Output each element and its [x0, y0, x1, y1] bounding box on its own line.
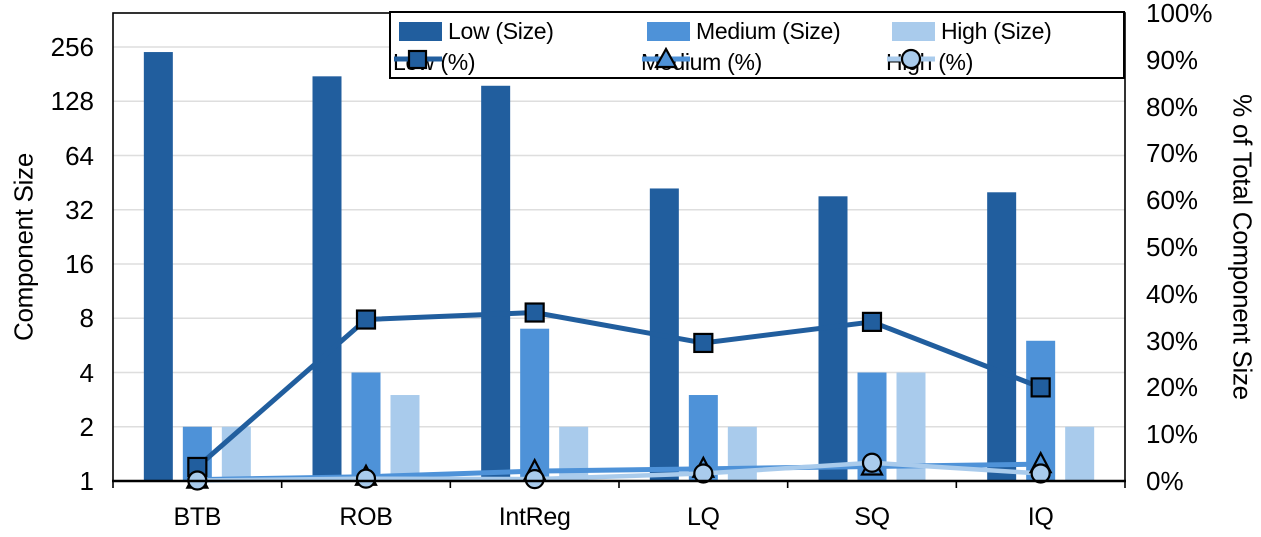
marker-square-low-pct-IQ — [1030, 377, 1051, 398]
right-tick-90: 90% — [1146, 44, 1199, 75]
left-tick-8: 8 — [79, 303, 94, 334]
right-tick-10: 10% — [1146, 419, 1199, 450]
line-high-pct — [197, 460, 1041, 483]
marker-square-low-pct-ROB — [355, 309, 377, 330]
line-low-pct — [195, 310, 1042, 469]
left-tick-32: 32 — [65, 194, 94, 225]
legend-item-low-pct: Low (%) — [393, 47, 476, 77]
marker-square-low-pct-SQ — [861, 311, 883, 332]
legend-label: Medium (Size) — [696, 17, 841, 44]
bar-low-size-BTB — [143, 52, 173, 482]
x-label-LQ: LQ — [686, 503, 720, 531]
x-label-IntReg: IntReg — [498, 503, 571, 531]
right-tick-20: 20% — [1146, 372, 1199, 403]
marker-circle-high-pct-ROB — [355, 468, 377, 489]
bar-medium-size-IntReg — [520, 328, 550, 481]
bar-low-size-ROB — [312, 76, 342, 481]
right-tick-40: 40% — [1146, 278, 1199, 309]
legend-label: Low (Size) — [448, 17, 554, 44]
right-tick-60: 60% — [1146, 185, 1199, 216]
marker-circle-high-pct-IQ — [1030, 463, 1051, 484]
right-axis-title: % of Total Component Size — [1227, 94, 1258, 400]
left-tick-1: 1 — [79, 466, 94, 496]
left-tick-4: 4 — [79, 357, 94, 388]
triangle-marker-line-icon — [642, 47, 690, 69]
left-tick-2: 2 — [79, 411, 94, 442]
right-tick-70: 70% — [1146, 138, 1199, 169]
left-tick-16: 16 — [65, 249, 94, 279]
right-tick-30: 30% — [1146, 325, 1199, 356]
circle-marker-line-icon — [887, 48, 935, 70]
marker-square-low-pct-LQ — [693, 332, 714, 354]
legend-item-high-pct: High (%) — [886, 47, 973, 77]
marker-circle-high-pct-SQ — [861, 452, 883, 473]
x-label-IQ: IQ — [1027, 503, 1054, 531]
x-label-ROB: ROB — [339, 503, 393, 531]
legend-item-low-size: Low (Size) — [399, 16, 554, 46]
medium-size-swatch-icon — [647, 21, 690, 41]
square-marker-line-icon — [394, 49, 442, 70]
marker-square-low-pct-IntReg — [524, 302, 545, 323]
legend-label: High (Size) — [941, 17, 1052, 44]
legend: Low (Size) Medium (Size) High (Size) Low… — [389, 11, 1125, 79]
left-tick-128: 128 — [50, 86, 94, 117]
right-tick-80: 80% — [1146, 91, 1199, 122]
right-tick-100: 100% — [1146, 0, 1213, 28]
bar-low-size-IntReg — [481, 85, 511, 481]
legend-item-high-size: High (Size) — [892, 16, 1052, 46]
marker-circle-high-pct-LQ — [693, 463, 714, 484]
x-label-SQ: SQ — [854, 503, 890, 531]
left-tick-64: 64 — [65, 140, 94, 171]
high-size-swatch-icon — [892, 21, 935, 41]
right-tick-50: 50% — [1146, 232, 1199, 262]
bar-low-size-IQ — [987, 192, 1017, 481]
bar-medium-size-ROB — [351, 372, 381, 481]
low-size-swatch-icon — [399, 21, 442, 41]
bar-high-size-ROB — [390, 395, 420, 481]
legend-item-medium-size: Medium (Size) — [647, 16, 841, 46]
x-label-BTB: BTB — [173, 503, 222, 531]
left-tick-256: 256 — [50, 32, 94, 62]
bar-high-size-IQ — [1065, 426, 1095, 481]
legend-item-medium-pct: Medium (%) — [641, 47, 762, 77]
bar-low-size-SQ — [818, 196, 848, 481]
right-tick-0: 0% — [1146, 466, 1184, 496]
marker-circle-high-pct-IntReg — [524, 469, 545, 490]
